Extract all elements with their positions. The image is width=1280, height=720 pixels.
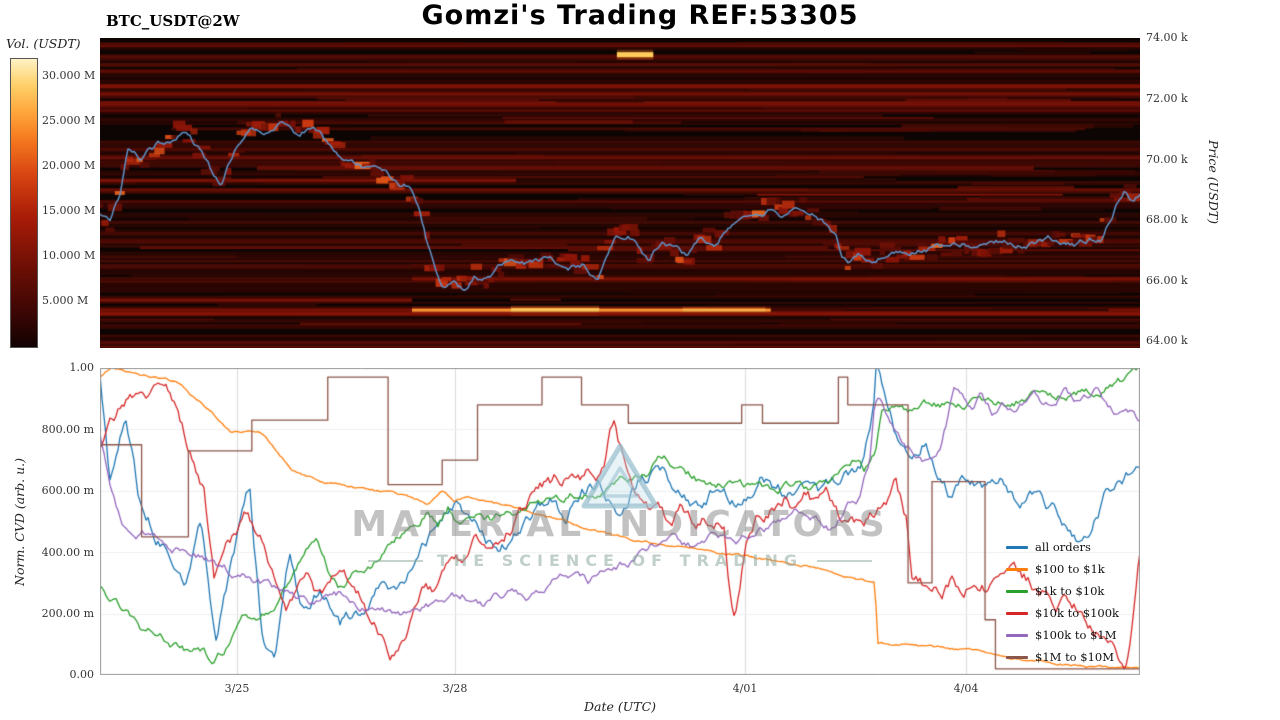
legend-item-all-orders: all orders [1006, 541, 1119, 554]
legend-label: $100 to $1k [1035, 562, 1105, 576]
cvd-tick: 1.00 [69, 361, 95, 374]
page-title: Gomzi's Trading REF:53305 [421, 0, 859, 31]
legend-item-10k-100k: $10k to $100k [1006, 607, 1119, 620]
price-tick: 74.00 k [1146, 31, 1188, 44]
colorbar-tick: 10.000 M [42, 249, 96, 262]
price-tick: 68.00 k [1146, 213, 1188, 226]
legend-label: $1M to $10M [1035, 650, 1114, 664]
cvd-axis-label-wrap: Norm. CVD (arb. u.) [12, 368, 27, 675]
legend-label: $100k to $1M [1035, 628, 1117, 642]
volume-colorbar [10, 58, 38, 348]
colorbar-tick: 5.000 M [42, 294, 89, 307]
price-tick: 66.00 k [1146, 274, 1188, 287]
date-tick: 4/01 [732, 682, 758, 695]
volume-heatmap-canvas [100, 38, 1140, 348]
date-tick: 3/28 [442, 682, 468, 695]
colorbar-tick: 30.000 M [42, 69, 96, 82]
legend-label: $10k to $100k [1035, 606, 1120, 620]
legend-label: all orders [1035, 540, 1091, 554]
cvd-tick: 600.00 m [41, 484, 94, 497]
colorbar-label: Vol. (USDT) [6, 36, 81, 51]
colorbar-tick: 15.000 M [42, 204, 96, 217]
legend: all orders $100 to $1k $1k to $10k $10k … [1006, 541, 1119, 673]
legend-swatch [1006, 546, 1028, 549]
price-tick: 70.00 k [1146, 153, 1188, 166]
legend-item-100-1k: $100 to $1k [1006, 563, 1119, 576]
price-axis-label: Price (USDT) [1206, 140, 1221, 224]
colorbar-tick: 25.000 M [42, 114, 96, 127]
legend-swatch [1006, 590, 1028, 593]
cvd-axis-label: Norm. CVD (arb. u.) [12, 457, 27, 586]
colorbar-tick: 20.000 M [42, 159, 96, 172]
legend-item-1M-10M: $1M to $10M [1006, 651, 1119, 664]
cvd-chart-canvas [100, 368, 1140, 675]
symbol-label: BTC_USDT@2W [106, 12, 240, 30]
date-axis-label: Date (UTC) [583, 699, 657, 714]
price-tick: 64.00 k [1146, 334, 1188, 347]
cvd-tick: 0.00 [69, 668, 95, 681]
legend-item-1k-10k: $1k to $10k [1006, 585, 1119, 598]
date-tick: 3/25 [224, 682, 250, 695]
price-tick: 72.00 k [1146, 92, 1188, 105]
date-tick: 4/04 [953, 682, 979, 695]
legend-swatch [1006, 656, 1028, 659]
legend-swatch [1006, 612, 1028, 615]
cvd-tick: 400.00 m [41, 546, 94, 559]
legend-swatch [1006, 634, 1028, 637]
legend-label: $1k to $10k [1035, 584, 1105, 598]
legend-swatch [1006, 568, 1028, 571]
legend-item-100k-1M: $100k to $1M [1006, 629, 1119, 642]
cvd-tick: 800.00 m [41, 423, 94, 436]
cvd-tick: 200.00 m [41, 607, 94, 620]
